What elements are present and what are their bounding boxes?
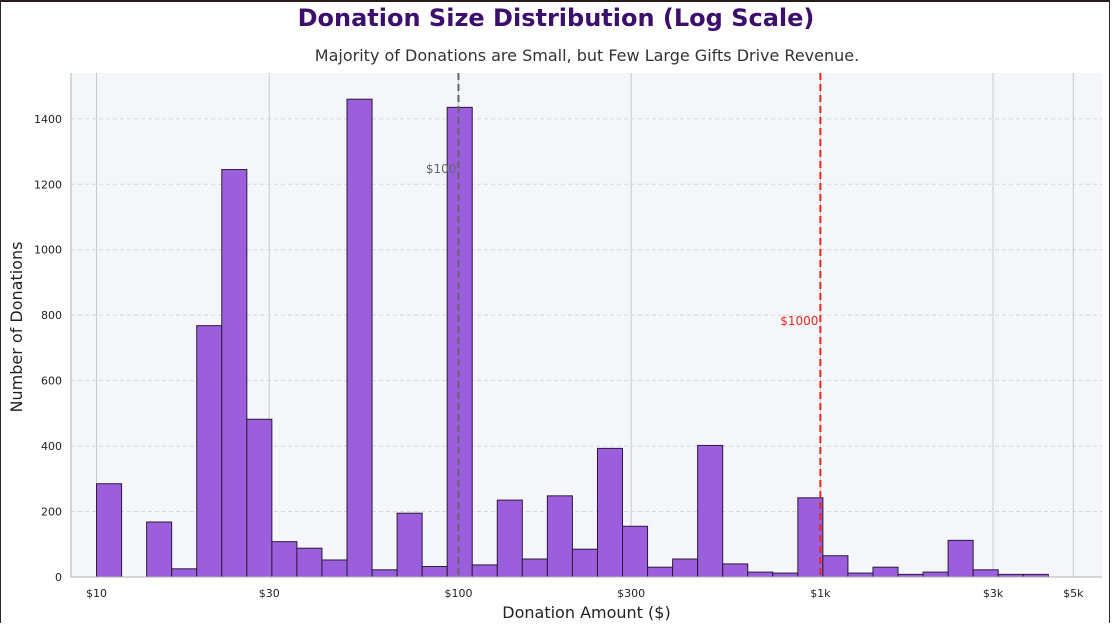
- histogram-bar: [596, 447, 624, 578]
- histogram-bar: [822, 555, 849, 578]
- histogram-bar: [421, 566, 448, 578]
- x-axis-label: Donation Amount ($): [502, 603, 670, 622]
- histogram-bar: [321, 559, 348, 578]
- histogram-bar: [672, 558, 699, 578]
- histogram-bar: [872, 566, 899, 578]
- chart-title: Donation Size Distribution (Log Scale): [297, 4, 815, 32]
- histogram-bar: [722, 563, 749, 578]
- histogram-bar: [171, 568, 198, 578]
- y-tick-label: 1000: [34, 244, 62, 257]
- x-tick-label: $10: [86, 587, 107, 600]
- histogram-bar: [221, 169, 248, 578]
- histogram-bar: [246, 418, 273, 578]
- histogram-bar: [396, 512, 423, 578]
- chart-subtitle: Majority of Donations are Small, but Few…: [314, 46, 860, 65]
- histogram-bar: [972, 569, 999, 578]
- histogram-bar: [922, 571, 949, 578]
- histogram-bar: [747, 571, 774, 578]
- histogram-bar: [271, 541, 298, 578]
- y-tick-label: 600: [41, 375, 62, 388]
- histogram-bar: [571, 548, 598, 578]
- histogram-bar: [947, 539, 974, 578]
- y-tick-label: 400: [41, 440, 62, 453]
- histogram-bar: [697, 444, 724, 578]
- histogram-bar: [622, 525, 649, 578]
- y-tick-label: 1400: [34, 113, 62, 126]
- x-tick-label: $30: [259, 587, 280, 600]
- histogram-bar: [146, 521, 173, 578]
- histogram-bar: [96, 483, 123, 578]
- histogram-bar: [772, 572, 799, 578]
- x-tick-label: $5k: [1063, 587, 1084, 600]
- histogram-bar: [496, 499, 523, 578]
- histogram-bar: [346, 98, 373, 578]
- histogram-bar: [296, 547, 323, 578]
- y-tick-label: 200: [41, 506, 62, 519]
- x-tick-label: $100: [444, 587, 472, 600]
- histogram-bar: [521, 558, 548, 578]
- x-tick-label: $300: [617, 587, 645, 600]
- histogram-bar: [196, 325, 223, 578]
- histogram-bar: [797, 497, 824, 578]
- x-tick-label: $3k: [983, 587, 1004, 600]
- reference-line-label: $100: [426, 162, 457, 176]
- y-tick-label: 1200: [34, 178, 62, 191]
- histogram-bar: [446, 106, 473, 578]
- histogram-bar: [471, 564, 498, 578]
- y-tick-label: 0: [55, 571, 62, 584]
- y-axis-label: Number of Donations: [7, 242, 26, 413]
- reference-line-label: $1000: [780, 314, 818, 328]
- histogram-bar: [847, 572, 874, 578]
- histogram-bar: [546, 495, 573, 578]
- x-tick-label: $1k: [810, 587, 831, 600]
- histogram-bar: [647, 566, 674, 578]
- y-tick-label: 800: [41, 309, 62, 322]
- histogram-bar: [371, 569, 398, 578]
